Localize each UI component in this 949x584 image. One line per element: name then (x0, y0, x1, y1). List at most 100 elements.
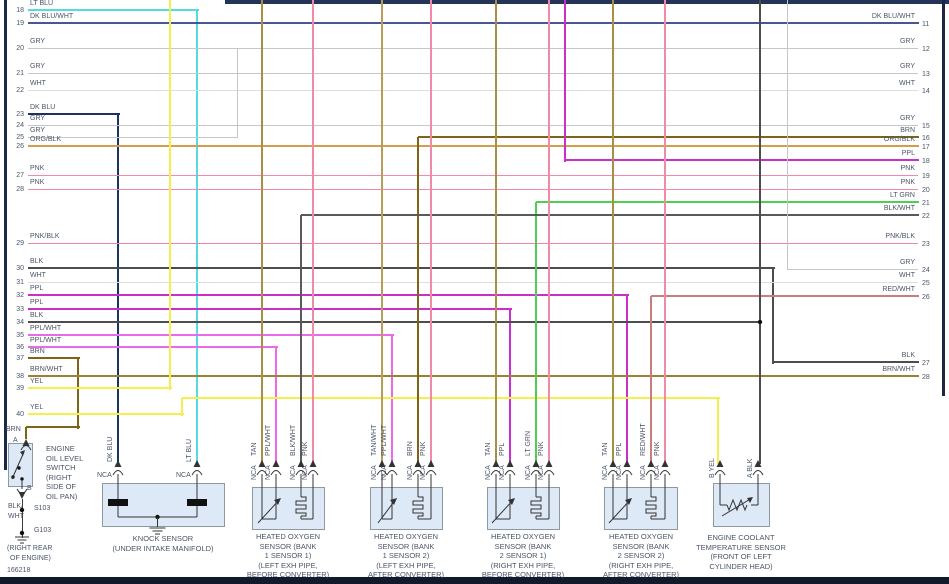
wire-brn-37 (25, 427, 27, 439)
left-pin-number: 26 (16, 143, 24, 150)
left-pin-number: 27 (16, 172, 24, 179)
wire-yel-40 (181, 398, 183, 416)
wire-tanwht-b1s2 (381, 0, 383, 464)
frame-left-bar (4, 0, 7, 470)
right-pin-number: 28 (922, 374, 930, 381)
vertical-wire-label: NCA (251, 465, 258, 480)
left-pin-wire-label: PPL/WHT (30, 325, 62, 332)
wire-yel-39 (169, 0, 171, 390)
wire-pplwht-36 (28, 346, 278, 348)
wire-blk-ect (759, 0, 761, 464)
wire-gry-24r (787, 269, 918, 270)
diagram-text: NCA (97, 472, 112, 479)
wire-pnk-27-19 (28, 175, 918, 176)
vertical-wire-label: PNK (302, 441, 309, 456)
wire-gry-20-12 (28, 48, 918, 49)
caption-line: BEFORE CONVERTER) (246, 570, 330, 579)
left-pin-wire-label: DK BLU (30, 104, 56, 111)
wire-brn-37 (26, 426, 80, 428)
vertical-wire-label: NCA (265, 465, 272, 480)
caption-line: 2 SENSOR 1) (499, 551, 547, 560)
left-pin-number: 34 (16, 319, 24, 326)
right-pin-wire-label: GRY (899, 63, 915, 70)
wire-blk-34 (28, 321, 762, 323)
wire-brn-37 (77, 358, 79, 429)
caption-line: AFTER CONVERTER) (367, 570, 445, 579)
diagram-text: NCA (176, 472, 191, 479)
left-pin-wire-label: BLK (30, 258, 44, 265)
wire-tan-b2s2 (612, 0, 614, 464)
wire-blk-30-27 (772, 268, 774, 364)
caption-line: OIL LEVEL (46, 453, 84, 463)
left-pin-wire-label: BRN (30, 348, 45, 355)
caption-line: TEMPERATURE SENSOR (696, 542, 786, 552)
vertical-wire-label: NCA (654, 465, 661, 480)
right-pin-wire-label: WHT (899, 272, 915, 279)
vertical-wire-label: NCA (420, 465, 427, 480)
wire-pplwht-36 (275, 347, 277, 464)
caption-line: SENSOR (BANK (612, 541, 670, 551)
left-pin-number: 22 (16, 87, 24, 94)
wire-pplwht-35 (28, 334, 394, 336)
vertical-wire-label: PPL (499, 442, 506, 456)
vertical-wire-label: BLK/WHT (290, 424, 297, 456)
wire-yel-39 (28, 387, 172, 389)
wire-ppl-33 (28, 308, 512, 310)
wire-dkblu-23 (28, 113, 120, 115)
component-box-ho2s-bank2-sensor2 (604, 487, 678, 530)
left-pin-wire-label: DK BLU/WHT (30, 13, 74, 20)
right-pin-wire-label: BLK/WHT (883, 205, 915, 212)
vertical-wire-label: TAN (485, 442, 492, 456)
caption-line: 1 SENSOR 2) (382, 551, 430, 560)
caption-line: SENSOR (BANK (494, 541, 552, 551)
vertical-wire-label: NCA (407, 465, 414, 480)
right-pin-wire-label: BRN (900, 127, 915, 134)
frame-bottom-bar (0, 577, 949, 584)
right-pin-number: 22 (922, 213, 930, 220)
wire-dkblu-23 (117, 114, 119, 464)
component-caption: HEATED OXYGEN SENSOR (BANK 2 SENSOR 2) (RIG… (566, 532, 716, 580)
wire-ppl-33 (509, 309, 511, 464)
vertical-wire-label: PNK (420, 441, 427, 456)
wire-wht-22-14 (28, 90, 918, 91)
left-pin-number: 30 (16, 265, 24, 272)
right-pin-wire-label: PNK/BLK (885, 233, 915, 240)
wire-pnkblk-29-23 (28, 243, 918, 244)
wire-brn-37 (28, 357, 80, 359)
wire-gry-21-13 (28, 73, 918, 74)
wire-brn-16 (418, 136, 919, 138)
vertical-wire-label: NCA (381, 465, 388, 480)
caption-line: (FRONT OF LEFT (710, 552, 772, 561)
caption-line: CYLINDER HEAD) (709, 561, 773, 571)
right-pin-wire-label: BRN/WHT (882, 366, 915, 373)
right-pin-wire-label: PPL (901, 150, 915, 157)
left-pin-number: 40 (16, 411, 24, 418)
vertical-wire-label: PPL (616, 442, 623, 456)
diagram-text: (RIGHT REAR (7, 545, 53, 552)
caption-line: ENGINE (46, 444, 75, 453)
vertical-wire-label: A BLK (747, 458, 754, 478)
vertical-wire-label: TAN (251, 442, 258, 456)
wire-gry-25 (237, 48, 238, 138)
right-pin-number: 24 (922, 267, 930, 274)
wire-brnwht-38-28 (28, 375, 919, 377)
wire-blkwht-22r (301, 214, 919, 216)
wire-blk-30-27 (28, 267, 775, 269)
vertical-wire-label: NCA (602, 465, 609, 480)
left-pin-number: 18 (16, 7, 24, 14)
left-pin-wire-label: WHT (30, 80, 46, 87)
vertical-wire-label: NCA (525, 465, 532, 480)
component-caption: HEATED OXYGEN SENSOR (BANK 1 SENSOR 1) (LEF… (213, 532, 363, 580)
left-pin-wire-label: LT BLU (30, 0, 54, 7)
component-caption: ENGINE COOLANT TEMPERATURE SENSOR (FRONT O… (666, 533, 816, 571)
left-pin-number: 29 (16, 240, 24, 247)
left-pin-number: 28 (16, 186, 24, 193)
wire-blkwht-oil-ground (22, 499, 23, 538)
caption-line: ENGINE COOLANT (707, 533, 775, 542)
component-caption: HEATED OXYGEN SENSOR (BANK 1 SENSOR 2) (LEF… (331, 532, 481, 580)
left-pin-wire-label: PPL (30, 299, 44, 306)
left-pin-number: 24 (16, 122, 24, 129)
diagram-text: OF ENGINE) (10, 555, 51, 562)
caption-line: SENSOR (BANK (377, 541, 435, 551)
